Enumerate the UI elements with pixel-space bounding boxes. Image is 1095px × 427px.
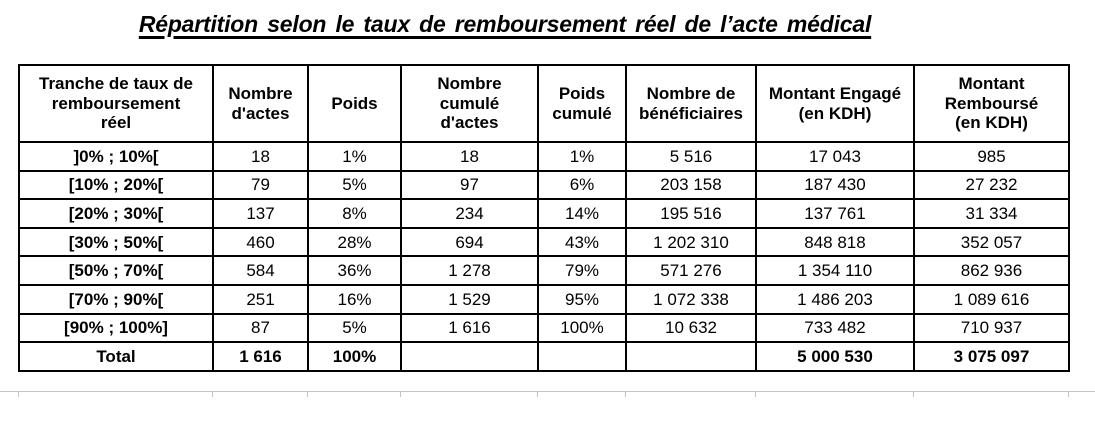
table-row: [70% ; 90%[251 16% 1 529 95% 1 072 338 1 486 … [18, 283, 1070, 315]
table-cell: 79% [537, 255, 627, 286]
table-cell: 1 486 203 [755, 283, 915, 315]
gridline-tick [307, 391, 308, 397]
table-cell: 1 089 616 [913, 283, 1070, 315]
table-cell: 36% [307, 255, 402, 286]
table-cell: 5% [307, 312, 402, 344]
table-cell: 8% [307, 198, 402, 229]
table-cell: [90% ; 100%] [18, 312, 214, 344]
table-cell: 234 [400, 198, 539, 229]
table-cell: 187 430 [755, 169, 915, 201]
table-cell: 87 [212, 312, 309, 344]
table-cell: 1 278 [400, 255, 539, 286]
table-cell [625, 341, 757, 372]
table-row: [20% ; 30%[137 8% 234 14% 195 516 137 761 31 3… [18, 198, 1070, 229]
table-cell: 100% [537, 312, 627, 344]
col-header-poids-cumule: Poids cumulé [537, 64, 627, 143]
table-cell: 251 [212, 283, 309, 315]
table-cell: 1% [307, 141, 402, 172]
table-row: [50% ; 70%[584 36% 1 278 79% 571 276 1 354 11… [18, 255, 1070, 286]
table-cell: 16% [307, 283, 402, 315]
table-cell: [20% ; 30%[ [18, 198, 214, 229]
gridline-artifact [0, 391, 1095, 398]
table-cell: 97 [400, 169, 539, 201]
table-header: Tranche de taux de remboursement réel No… [18, 64, 1070, 143]
gridline-tick [212, 391, 213, 397]
table-cell: 31 334 [913, 198, 1070, 229]
col-header-montant-rembourse: Montant Remboursé (en KDH) [913, 64, 1070, 143]
header-row: Tranche de taux de remboursement réel No… [18, 64, 1070, 143]
col-header-nombre-cumule-actes: Nombre cumulé d'actes [400, 64, 539, 143]
table-cell: 460 [212, 226, 309, 258]
table-cell: 203 158 [625, 169, 757, 201]
table-cell: 14% [537, 198, 627, 229]
table-cell: 43% [537, 226, 627, 258]
table-cell: 985 [913, 141, 1070, 172]
col-header-beneficiaires: Nombre de bénéficiaires [625, 64, 757, 143]
table-cell [537, 341, 627, 372]
table-cell: 3 075 097 [913, 341, 1070, 372]
table-cell: 352 057 [913, 226, 1070, 258]
table-cell: 6% [537, 169, 627, 201]
table-cell: 733 482 [755, 312, 915, 344]
table-cell: 28% [307, 226, 402, 258]
total-row: Total 1 616 100% 5 000 530 3 075 097 [18, 341, 1070, 372]
gridline-tick [625, 391, 626, 397]
table-row: [90% ; 100%] 87 5% 1 616 100% 10 632 733 482 71… [18, 312, 1070, 344]
table-cell: 195 516 [625, 198, 757, 229]
table-cell: 1 529 [400, 283, 539, 315]
table-cell: 571 276 [625, 255, 757, 286]
table-cell: 1 072 338 [625, 283, 757, 315]
gridline-tick [755, 391, 756, 397]
table-cell: 5 000 530 [755, 341, 915, 372]
table-cell: 137 761 [755, 198, 915, 229]
col-header-nombre-actes: Nombre d'actes [212, 64, 309, 143]
repartition-table: Tranche de taux de remboursement réel No… [18, 64, 1070, 372]
table-cell: 137 [212, 198, 309, 229]
table-cell: 710 937 [913, 312, 1070, 344]
table-row: ]0% ; 10%[18 1% 18 1% 5 516 17 043 985 [18, 141, 1070, 172]
table-cell: 1 354 110 [755, 255, 915, 286]
table-cell: 95% [537, 283, 627, 315]
table-cell: Total [18, 341, 214, 372]
page-title: Répartition selon le taux de rembourseme… [138, 11, 872, 37]
table-cell: 18 [400, 141, 539, 172]
gridline-horizontal [0, 391, 1095, 392]
col-header-montant-engage: Montant Engagé (en KDH) [755, 64, 915, 143]
table-cell: [10% ; 20%[ [18, 169, 214, 201]
gridline-tick [400, 391, 401, 397]
gridline-tick [18, 391, 19, 397]
table-cell: 27 232 [913, 169, 1070, 201]
gridline-tick [1068, 391, 1069, 397]
table-cell: 584 [212, 255, 309, 286]
table-cell: 848 818 [755, 226, 915, 258]
table-cell: 17 043 [755, 141, 915, 172]
table-cell: [70% ; 90%[ [18, 283, 214, 315]
gridline-tick [537, 391, 538, 397]
table-row: [30% ; 50%[460 28% 694 43% 1 202 310 848 818 3… [18, 226, 1070, 258]
table-cell: 862 936 [913, 255, 1070, 286]
table-cell [400, 341, 539, 372]
gridline-tick [913, 391, 914, 397]
table-cell: [30% ; 50%[ [18, 226, 214, 258]
table-cell: 694 [400, 226, 539, 258]
table-cell: [50% ; 70%[ [18, 255, 214, 286]
table-cell: 5% [307, 169, 402, 201]
col-header-poids: Poids [307, 64, 402, 143]
table-cell: 79 [212, 169, 309, 201]
table-cell: 1 616 [400, 312, 539, 344]
table-cell: 1% [537, 141, 627, 172]
table-cell: 10 632 [625, 312, 757, 344]
table-cell: 18 [212, 141, 309, 172]
col-header-tranche: Tranche de taux de remboursement réel [18, 64, 214, 143]
table-cell: 100% [307, 341, 402, 372]
table-body: ]0% ; 10%[18 1% 18 1% 5 516 17 043 985 [10% ; 2… [18, 141, 1070, 372]
table-row: [10% ; 20%[79 5% 97 6% 203 158 187 430 27 232 [18, 169, 1070, 201]
table-cell: 5 516 [625, 141, 757, 172]
table-cell: ]0% ; 10%[ [18, 141, 214, 172]
table-cell: 1 616 [212, 341, 309, 372]
table-cell: 1 202 310 [625, 226, 757, 258]
